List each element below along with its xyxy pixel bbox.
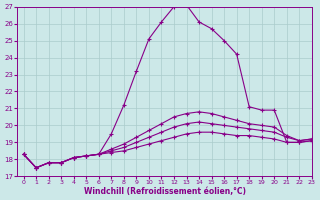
X-axis label: Windchill (Refroidissement éolien,°C): Windchill (Refroidissement éolien,°C) (84, 187, 245, 196)
